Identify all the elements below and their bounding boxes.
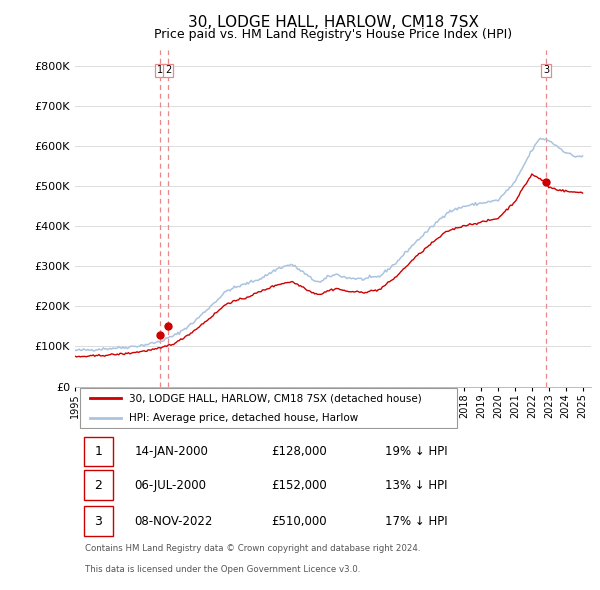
Text: £128,000: £128,000 xyxy=(271,445,327,458)
Text: 08-NOV-2022: 08-NOV-2022 xyxy=(134,514,213,527)
Text: HPI: Average price, detached house, Harlow: HPI: Average price, detached house, Harl… xyxy=(129,413,358,422)
FancyBboxPatch shape xyxy=(84,506,113,536)
Text: 3: 3 xyxy=(543,65,550,76)
Text: This data is licensed under the Open Government Licence v3.0.: This data is licensed under the Open Gov… xyxy=(85,565,361,574)
Text: 06-JUL-2000: 06-JUL-2000 xyxy=(134,479,206,492)
Text: £510,000: £510,000 xyxy=(271,514,327,527)
Text: 3: 3 xyxy=(94,514,102,527)
Text: 2: 2 xyxy=(165,65,172,76)
FancyBboxPatch shape xyxy=(84,470,113,500)
Text: 19% ↓ HPI: 19% ↓ HPI xyxy=(385,445,447,458)
Text: 30, LODGE HALL, HARLOW, CM18 7SX: 30, LODGE HALL, HARLOW, CM18 7SX xyxy=(188,15,479,30)
Text: 13% ↓ HPI: 13% ↓ HPI xyxy=(385,479,447,492)
FancyBboxPatch shape xyxy=(80,388,457,428)
Text: Contains HM Land Registry data © Crown copyright and database right 2024.: Contains HM Land Registry data © Crown c… xyxy=(85,543,421,552)
Text: Price paid vs. HM Land Registry's House Price Index (HPI): Price paid vs. HM Land Registry's House … xyxy=(154,28,512,41)
Text: 1: 1 xyxy=(94,445,102,458)
Text: 14-JAN-2000: 14-JAN-2000 xyxy=(134,445,208,458)
Text: 30, LODGE HALL, HARLOW, CM18 7SX (detached house): 30, LODGE HALL, HARLOW, CM18 7SX (detach… xyxy=(129,393,422,403)
Text: 1: 1 xyxy=(157,65,163,76)
Text: £152,000: £152,000 xyxy=(271,479,327,492)
FancyBboxPatch shape xyxy=(84,437,113,466)
Text: 17% ↓ HPI: 17% ↓ HPI xyxy=(385,514,447,527)
Text: 2: 2 xyxy=(94,479,102,492)
